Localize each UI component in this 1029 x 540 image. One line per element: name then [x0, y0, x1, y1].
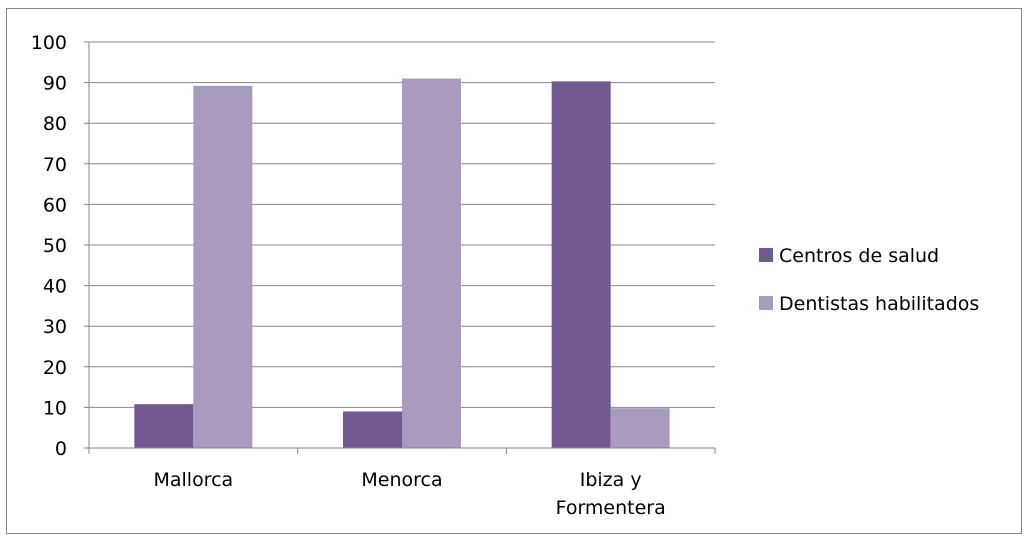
- x-tick-label: Mallorca: [153, 469, 233, 491]
- legend: Centros de salud Dentistas habilitados: [759, 245, 979, 315]
- x-tick-label: Formentera: [556, 497, 666, 519]
- y-tick-label: 10: [43, 397, 67, 419]
- legend-label: Dentistas habilitados: [779, 293, 979, 315]
- legend-swatch: [759, 248, 773, 262]
- bar-centros-de-salud: [134, 404, 194, 448]
- legend-label: Centros de salud: [779, 245, 939, 267]
- axes: [84, 41, 716, 454]
- y-tick-label: 90: [43, 73, 67, 95]
- y-tick-label: 50: [43, 235, 67, 257]
- bar-dentistas-habilitados: [402, 78, 461, 448]
- y-tick-label: 0: [55, 438, 67, 460]
- y-tick-label: 60: [43, 194, 67, 216]
- x-tick-label: Ibiza y: [580, 469, 642, 491]
- bar-centros-de-salud: [343, 411, 402, 448]
- legend-swatch: [759, 296, 773, 310]
- bar-centros-de-salud: [551, 81, 611, 448]
- bar-dentistas-habilitados: [610, 408, 670, 448]
- bars: [134, 78, 670, 449]
- y-tick-label: 80: [43, 113, 67, 135]
- y-tick-label: 40: [43, 276, 67, 298]
- y-tick-label: 100: [31, 32, 67, 54]
- y-tick-label: 20: [43, 357, 67, 379]
- y-tick-label: 70: [43, 154, 67, 176]
- x-tick-labels: Mallorca Menorca Ibiza y Formentera: [153, 469, 665, 519]
- y-tick-labels: 0 10 20 30 40 50 60 70 80 90 100: [31, 32, 67, 460]
- x-tick-label: Menorca: [361, 469, 442, 491]
- bar-dentistas-habilitados: [193, 85, 253, 449]
- y-tick-label: 30: [43, 316, 67, 338]
